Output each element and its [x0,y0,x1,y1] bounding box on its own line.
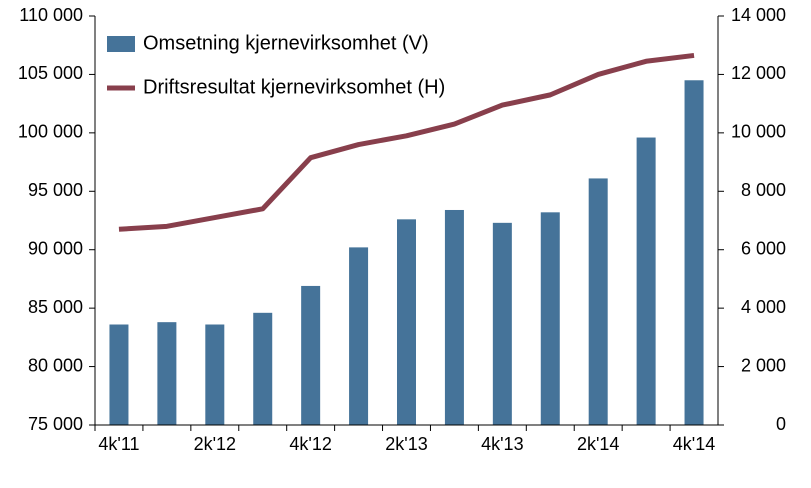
y2-tick-label: 6 000 [741,238,786,258]
bar [157,322,177,425]
y2-tick-label: 2 000 [741,355,786,375]
y-tick-label: 90 000 [28,238,83,258]
y-tick-label: 110 000 [19,5,83,25]
y2-tick-label: 10 000 [731,122,786,142]
bar [349,247,369,425]
line [118,52,695,232]
bar [253,312,273,425]
bar [397,219,416,425]
legend-label: Driftsresultat kjernevirksomhet (H) [143,76,445,98]
legend-swatch [107,36,135,52]
y-tick-label: 100 000 [18,122,83,142]
y-tick-label: 105 000 [18,63,83,83]
y2-tick-label: 4 000 [741,297,786,317]
x-tick-label: 4k'14 [673,434,715,454]
y-tick-label: 75 000 [28,414,83,434]
bar [109,324,129,425]
y2-tick-label: 12 000 [731,63,786,83]
x-tick-label: 4k'11 [98,434,139,454]
y-tick-label: 95 000 [28,180,83,200]
bar [636,137,656,425]
y2-tick-label: 14 000 [731,5,786,25]
bar [588,178,608,425]
x-tick-label: 4k'13 [481,434,523,454]
x-tick-label: 2k'14 [577,434,619,454]
x-tick-label: 4k'12 [289,434,331,454]
x-tick-label: 2k'12 [194,434,236,454]
x-tick-label: 2k'13 [385,434,427,454]
bar [540,212,560,425]
y2-tick-label: 0 [776,414,786,434]
bar [492,222,512,425]
legend-label: Omsetning kjernevirksomhet (V) [143,32,429,54]
bar [205,324,225,425]
bar [684,80,704,426]
bar [444,209,464,425]
y2-tick-label: 8 000 [741,180,786,200]
bar [301,285,321,425]
y-tick-label: 80 000 [28,355,83,375]
y-tick-label: 85 000 [28,297,83,317]
